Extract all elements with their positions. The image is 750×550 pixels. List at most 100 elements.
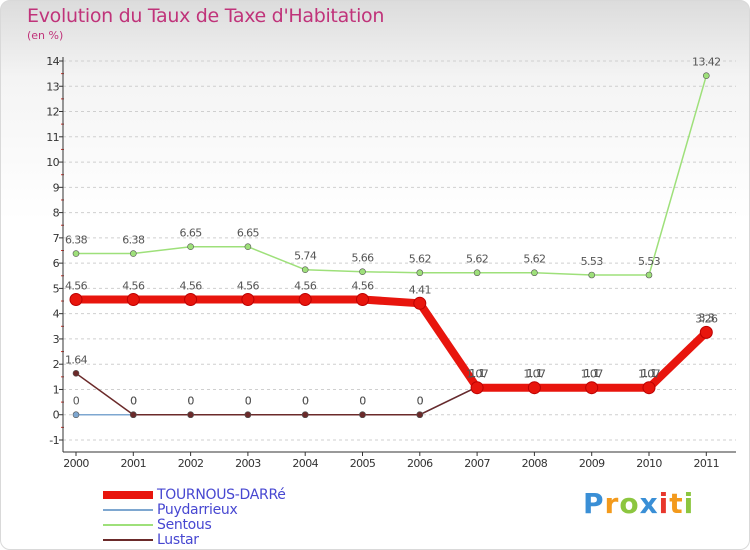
data-label: 4.56 <box>180 280 203 293</box>
data-label: 4.56 <box>65 280 88 293</box>
data-point <box>244 243 252 251</box>
logo-letter: i <box>683 487 695 520</box>
data-label: 5.66 <box>351 252 374 265</box>
logo-letter: o <box>619 487 640 520</box>
data-label: 1.64 <box>65 353 88 366</box>
data-label: 0 <box>187 395 194 408</box>
data-label: 1.1 <box>584 367 600 380</box>
y-tick-label: 7 <box>53 232 60 245</box>
x-tick-label: 2005 <box>350 457 376 470</box>
data-label: 1.1 <box>641 367 657 380</box>
data-point <box>301 411 309 419</box>
data-label: 5.62 <box>466 253 488 266</box>
x-tick-label: 2007 <box>464 457 490 470</box>
legend-swatch <box>103 508 153 511</box>
data-point <box>187 243 194 251</box>
data-label: 6.38 <box>122 234 145 247</box>
data-point <box>473 269 481 277</box>
data-point <box>69 293 83 307</box>
data-label: 3.26 <box>695 312 718 325</box>
data-point <box>126 293 140 307</box>
data-label: 0 <box>359 395 366 408</box>
data-label: 4.56 <box>351 280 374 293</box>
x-tick-label: 2011 <box>693 457 719 470</box>
y-tick-label: 5 <box>53 282 60 295</box>
data-label: 1.1 <box>584 367 600 380</box>
legend-label: TOURNOUS-DARRé <box>157 486 286 503</box>
legend-label: Lustar <box>157 531 199 548</box>
data-point <box>413 296 427 310</box>
legend-item: Sentous <box>103 517 212 533</box>
legend-swatch <box>103 490 153 499</box>
data-point <box>187 411 194 419</box>
series-line <box>72 295 711 392</box>
data-label: 0 <box>130 395 137 408</box>
x-tick-label: 2003 <box>235 457 261 470</box>
data-point <box>359 268 366 276</box>
data-point <box>642 381 656 395</box>
data-point <box>588 271 596 279</box>
data-label: 4.41 <box>409 283 431 296</box>
data-point <box>416 269 424 277</box>
data-point <box>130 411 137 419</box>
series-line <box>75 74 708 276</box>
y-tick-label: 13 <box>46 80 59 93</box>
data-point <box>298 293 312 307</box>
series-puydarrieux <box>72 328 710 419</box>
data-label: 1.1 <box>469 367 485 380</box>
data-label: 1.1 <box>527 367 543 380</box>
data-point <box>244 411 252 419</box>
logo-letter: P <box>583 487 605 520</box>
data-label: 1.1 <box>469 367 485 380</box>
x-tick-label: 2008 <box>522 457 548 470</box>
data-point <box>72 250 80 257</box>
logo-letter: r <box>604 487 620 520</box>
y-tick-label: 12 <box>46 106 59 119</box>
data-point <box>470 381 484 395</box>
data-label: 0 <box>73 395 80 408</box>
legend-item: Puydarrieux <box>103 502 238 518</box>
data-point <box>301 266 309 274</box>
data-point <box>699 325 713 339</box>
y-tick-label: 2 <box>53 358 59 371</box>
y-tick-label: 10 <box>46 156 59 169</box>
data-point <box>130 250 137 257</box>
legend-swatch <box>103 523 153 526</box>
data-point <box>645 271 653 279</box>
series-line <box>75 330 708 416</box>
data-label: 0 <box>359 395 366 408</box>
data-point <box>241 293 255 307</box>
x-tick-label: 2000 <box>63 457 89 470</box>
data-label: 5.62 <box>409 253 431 266</box>
data-label: 1.1 <box>641 367 657 380</box>
data-point <box>184 293 198 307</box>
data-label: 0 <box>130 395 137 408</box>
logo-letter: t <box>669 487 684 520</box>
data-label: 0 <box>187 395 194 408</box>
data-label: 3.3 <box>698 311 714 324</box>
data-label: 0 <box>245 395 252 408</box>
x-tick-label: 2002 <box>178 457 204 470</box>
legend-swatch <box>103 538 153 541</box>
legend-item: TOURNOUS-DARRé <box>103 486 286 503</box>
data-point <box>72 369 80 377</box>
data-label: 6.65 <box>180 227 203 240</box>
y-tick-label: -1 <box>49 434 59 447</box>
data-label: 5.53 <box>581 255 604 268</box>
y-tick-label: 3 <box>53 333 60 346</box>
data-label: 0 <box>417 395 424 408</box>
series-tournous-darr- <box>69 293 713 395</box>
data-label: 1.07 <box>638 368 661 381</box>
x-tick-label: 2006 <box>407 457 433 470</box>
series-line <box>75 330 708 416</box>
logo-letter: i <box>658 487 670 520</box>
series-sentous <box>72 72 710 279</box>
data-point <box>531 269 538 277</box>
y-tick-label: 8 <box>53 207 60 220</box>
legend-item: Lustar <box>103 531 199 548</box>
data-label: 4.56 <box>237 280 260 293</box>
data-label: 0 <box>245 395 252 408</box>
x-tick-label: 2004 <box>292 457 318 470</box>
y-tick-label: 4 <box>53 308 60 321</box>
x-tick-label: 2010 <box>636 457 662 470</box>
